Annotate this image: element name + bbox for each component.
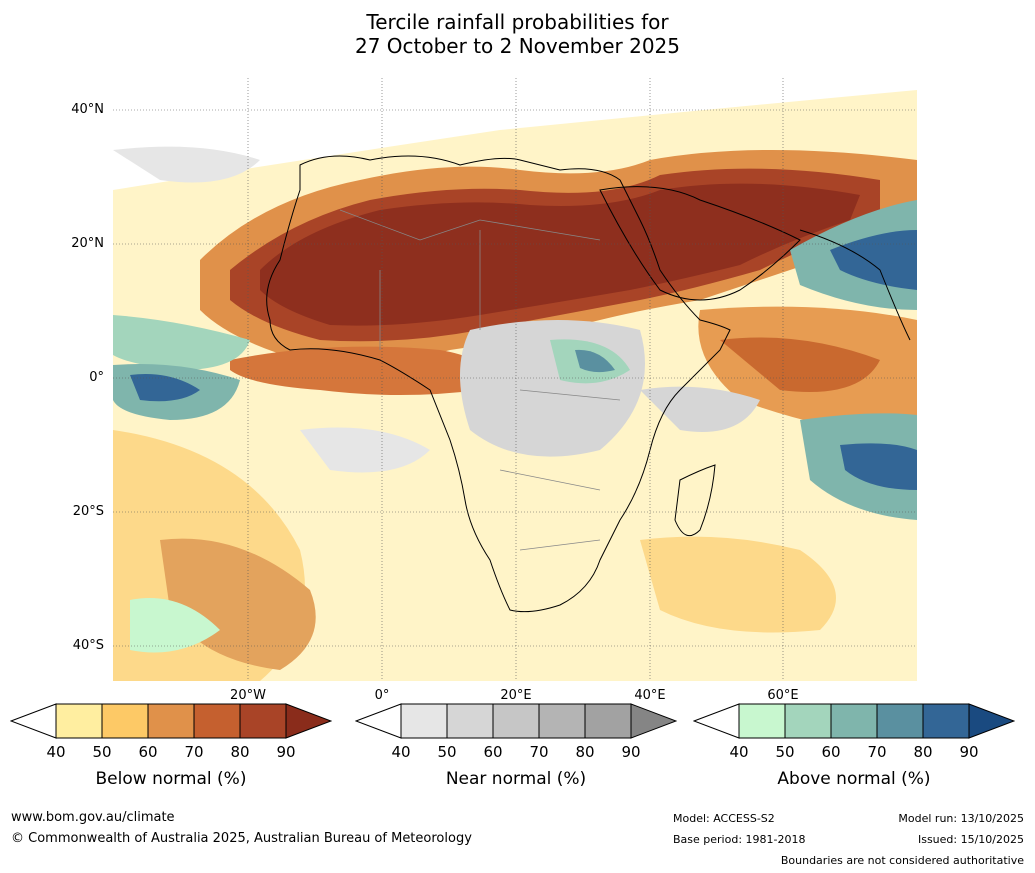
lon-label-0: 0°: [374, 688, 390, 703]
colorbar-tick-label: 60: [483, 743, 503, 761]
lat-label-40s: 40°S: [72, 638, 104, 653]
colorbar-tick-label: 50: [437, 743, 457, 761]
colorbar-segment: [101, 703, 149, 739]
colorbar-tick-label: 40: [729, 743, 749, 761]
lon-label-20w: 20°W: [230, 688, 266, 703]
colorbar-caption-above: Above normal (%): [777, 769, 931, 789]
colorbar-below-normal: [10, 703, 332, 739]
colorbar-tick-label: 40: [391, 743, 411, 761]
colorbar-tick-label: 50: [775, 743, 795, 761]
colorbar-above-normal: [693, 703, 1015, 739]
lat-label-20s: 20°S: [72, 504, 104, 519]
colorbar-segment: [830, 703, 878, 739]
lon-label-40e: 40°E: [634, 688, 666, 703]
colorbar-tick-label: 80: [913, 743, 933, 761]
colorbar-segment: [147, 703, 195, 739]
colorbar-tick-label: 90: [959, 743, 979, 761]
colorbar-segment: [492, 703, 540, 739]
colorbar-tick-label: 70: [867, 743, 887, 761]
colorbar-tick-label: 60: [821, 743, 841, 761]
colorbar-tick-label: 60: [138, 743, 158, 761]
colorbar-segment: [446, 703, 494, 739]
rainfall-probability-map: [113, 78, 917, 681]
lat-label-20n: 20°N: [71, 236, 104, 251]
colorbar-segment: [239, 703, 287, 739]
colorbar-tick-label: 90: [621, 743, 641, 761]
colorbar-tick-label: 70: [529, 743, 549, 761]
map-title-line2: 27 October to 2 November 2025: [354, 34, 681, 58]
meta-disclaimer: Boundaries are not considered authoritat…: [780, 854, 1024, 867]
colorbar-near-normal: [355, 703, 677, 739]
colorbar-tick-label: 70: [184, 743, 204, 761]
meta-model-run: Model run: 13/10/2025: [898, 812, 1024, 825]
colorbar-segment: [876, 703, 924, 739]
colorbar-tick-label: 50: [92, 743, 112, 761]
colorbar-tick-label: 80: [230, 743, 250, 761]
footer-copyright: © Commonwealth of Australia 2025, Austra…: [11, 831, 472, 846]
lat-label-40n: 40°N: [71, 102, 104, 117]
colorbar-segment: [784, 703, 832, 739]
footer-url[interactable]: www.bom.gov.au/climate: [11, 810, 175, 825]
lon-label-60e: 60°E: [767, 688, 799, 703]
meta-issued: Issued: 15/10/2025: [917, 833, 1024, 846]
colorbar-tick-label: 80: [575, 743, 595, 761]
colorbar-segment: [55, 703, 103, 739]
map-title-line1: Tercile rainfall probabilities for: [366, 10, 669, 34]
lon-label-20e: 20°E: [500, 688, 532, 703]
colorbar-caption-near: Near normal (%): [445, 769, 587, 789]
meta-model: Model: ACCESS-S2: [673, 812, 775, 825]
lat-label-0: 0°: [89, 370, 104, 385]
colorbar-caption-below: Below normal (%): [95, 769, 247, 789]
colorbar-tick-label: 90: [276, 743, 296, 761]
colorbar-segment: [922, 703, 970, 739]
meta-base-period: Base period: 1981-2018: [673, 833, 806, 846]
colorbar-segment: [584, 703, 632, 739]
colorbar-tick-label: 40: [46, 743, 66, 761]
colorbar-segment: [738, 703, 786, 739]
colorbar-segment: [538, 703, 586, 739]
colorbar-segment: [193, 703, 241, 739]
colorbar-segment: [400, 703, 448, 739]
